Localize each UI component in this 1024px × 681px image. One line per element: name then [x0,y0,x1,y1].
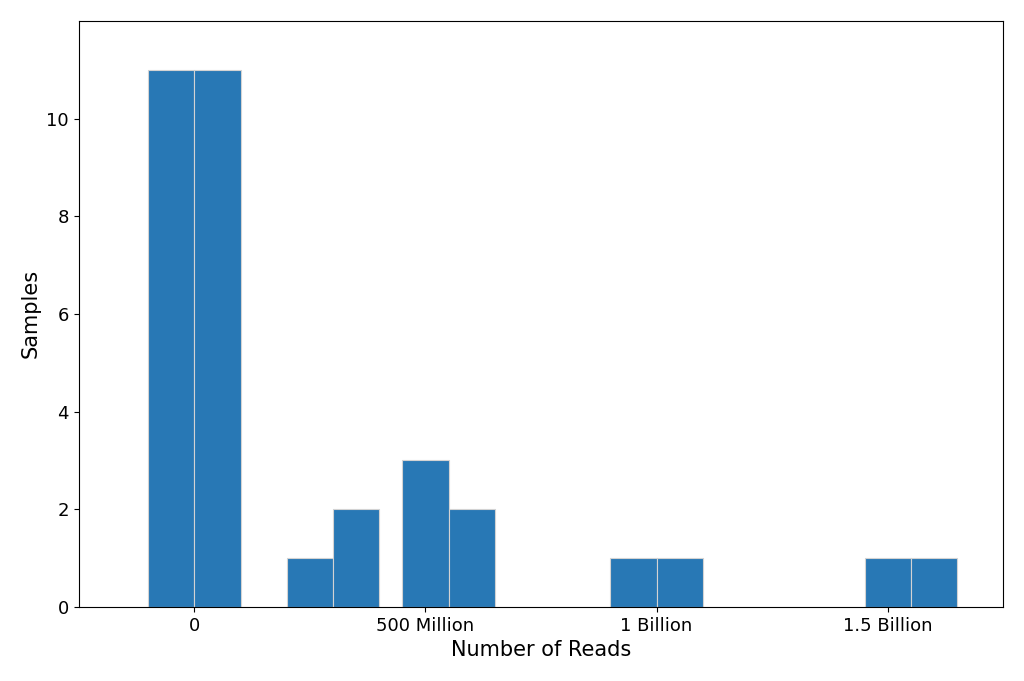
Bar [910,558,957,607]
X-axis label: Number of Reads: Number of Reads [451,640,631,660]
Bar [610,558,656,607]
Bar [148,69,195,607]
Y-axis label: Samples: Samples [20,269,41,358]
Bar [449,509,495,607]
Bar [195,69,241,607]
Bar [656,558,702,607]
Bar [333,509,379,607]
Bar [864,558,910,607]
Bar [402,460,449,607]
Bar [287,558,333,607]
